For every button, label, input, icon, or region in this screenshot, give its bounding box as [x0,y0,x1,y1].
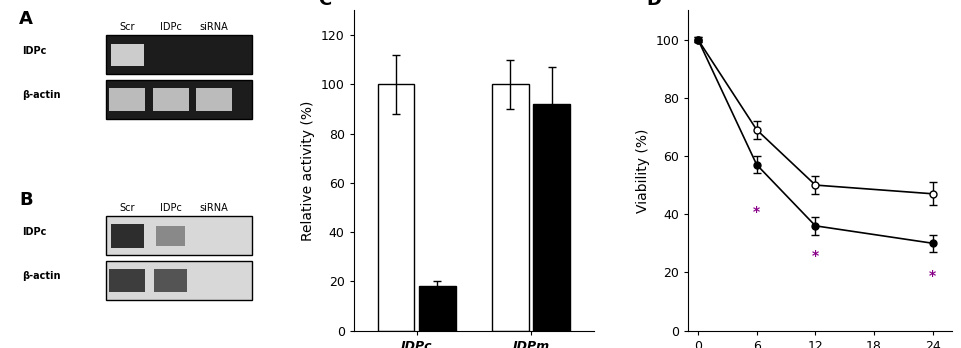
Bar [418,286,455,331]
Bar [111,224,144,248]
Bar [111,44,144,66]
Text: siRNA: siRNA [199,203,228,213]
Bar [195,88,232,111]
Text: *: * [811,249,818,263]
Text: IDPc: IDPc [160,203,182,213]
Text: siRNA: siRNA [199,22,228,32]
Bar [106,216,252,255]
Bar [110,269,145,292]
Bar [153,88,188,111]
Text: Scr: Scr [119,203,135,213]
Text: IDPc: IDPc [21,227,46,237]
Bar [492,84,529,331]
Bar [106,80,252,119]
Y-axis label: Relative activity (%): Relative activity (%) [301,100,315,241]
Bar [110,88,145,111]
Text: C: C [317,0,331,9]
Bar [106,261,252,300]
Text: β-actin: β-actin [21,271,61,281]
Text: β-actin: β-actin [21,90,61,100]
Text: IDPc: IDPc [160,22,182,32]
Text: Scr: Scr [119,22,135,32]
Text: D: D [645,0,660,9]
Text: *: * [752,205,759,220]
Bar [532,104,569,331]
Bar [378,84,414,331]
Y-axis label: Viability (%): Viability (%) [635,128,649,213]
Bar [156,226,185,246]
Text: B: B [19,191,33,209]
Bar [106,35,252,74]
Text: *: * [928,269,935,284]
Bar [154,269,187,292]
Text: IDPc: IDPc [21,46,46,56]
Text: A: A [19,10,33,29]
